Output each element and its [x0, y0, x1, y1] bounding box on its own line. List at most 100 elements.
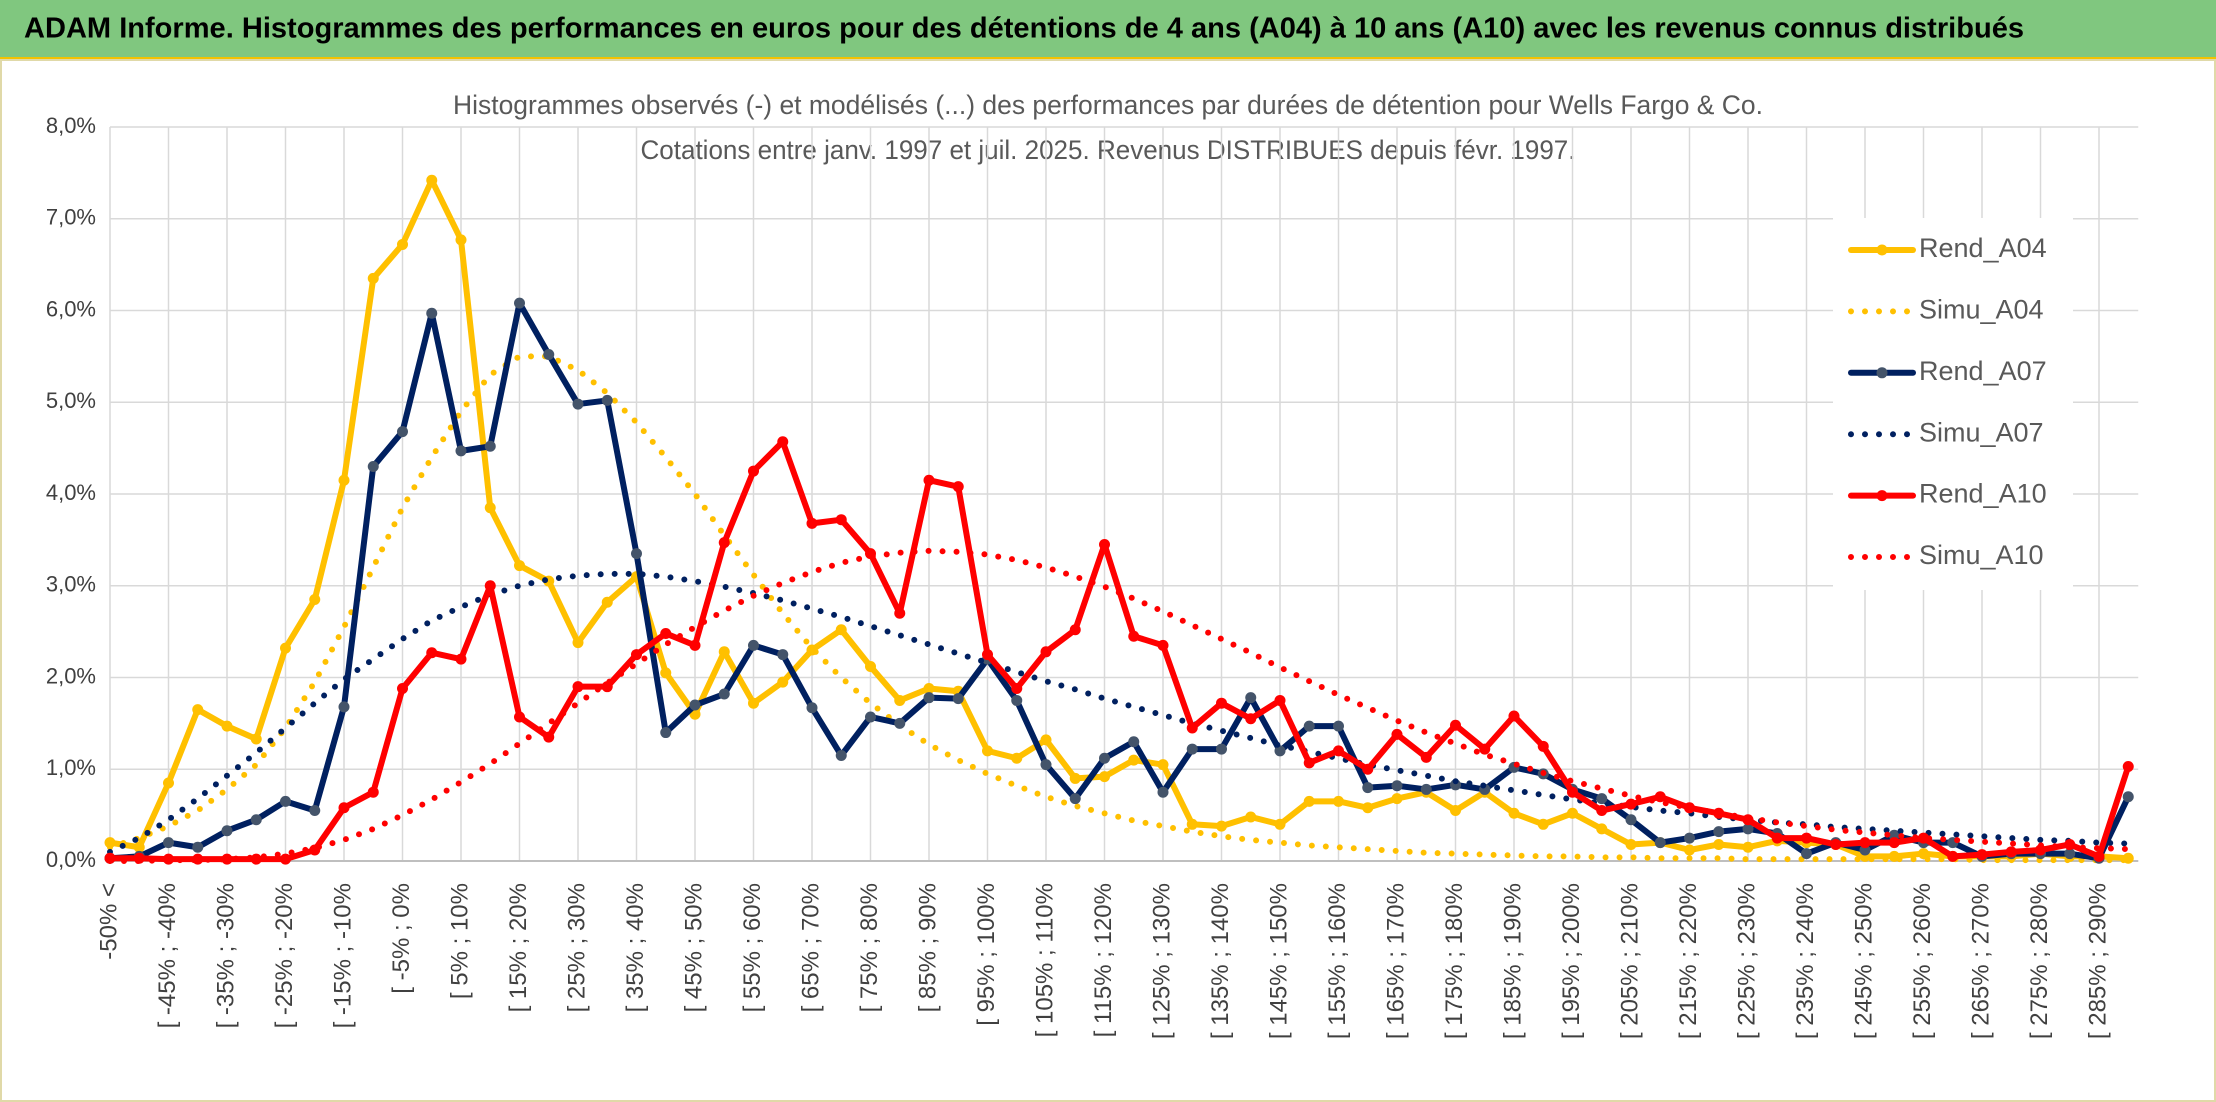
marker	[1362, 782, 1374, 794]
marker	[367, 786, 379, 798]
marker	[1362, 802, 1374, 814]
x-tick-label: -50% <	[95, 883, 122, 960]
marker	[426, 307, 438, 319]
marker	[1303, 757, 1315, 769]
marker	[1274, 818, 1286, 830]
marker	[1684, 832, 1695, 844]
line	[107, 300, 2132, 862]
marker	[1186, 743, 1198, 755]
x-tick-label: [ 235% ; 240%	[1792, 883, 1819, 1039]
marker	[1742, 823, 1754, 835]
marker	[514, 560, 525, 572]
marker	[1216, 743, 1227, 755]
marker	[1420, 751, 1432, 763]
marker	[1040, 759, 1052, 771]
marker	[1128, 754, 1140, 766]
legend-label: Simu_A10	[1919, 540, 2044, 570]
marker	[514, 297, 525, 309]
x-tick-label: [ 5% ; 10%	[446, 883, 473, 999]
marker	[601, 394, 613, 406]
marker	[1537, 818, 1549, 830]
header-bar	[0, 0, 2216, 58]
marker	[660, 667, 672, 679]
marker	[1947, 850, 1959, 862]
x-tick-label: [ 135% ; 140%	[1207, 883, 1234, 1039]
marker	[280, 853, 291, 865]
marker	[1069, 793, 1081, 805]
marker	[1391, 780, 1403, 792]
marker	[280, 642, 291, 654]
marker	[1596, 805, 1608, 817]
legend-label: Simu_A04	[1919, 295, 2044, 325]
marker	[748, 639, 759, 651]
marker	[631, 548, 642, 560]
legend-label: Rend_A10	[1919, 479, 2047, 509]
x-tick-label: [ -5% ; 0%	[388, 883, 415, 994]
x-tick-label: [ 125% ; 130%	[1148, 883, 1175, 1039]
marker	[1976, 849, 1988, 861]
marker	[1362, 763, 1374, 775]
marker	[1654, 837, 1666, 849]
marker	[1684, 844, 1695, 856]
marker	[1011, 683, 1023, 695]
marker	[923, 692, 935, 704]
x-tick-label: [ 215% ; 220%	[1675, 883, 1702, 1039]
marker	[1099, 538, 1110, 550]
legend-label: Simu_A07	[1919, 417, 2044, 447]
marker	[1567, 807, 1578, 819]
marker	[572, 681, 584, 693]
marker	[865, 711, 876, 723]
marker	[865, 660, 876, 672]
marker	[1333, 720, 1344, 732]
marker	[1011, 752, 1023, 764]
marker	[1216, 820, 1227, 832]
x-tick-label: [ 35% ; 40%	[622, 883, 649, 1012]
marker	[1567, 786, 1578, 798]
legend-label: Rend_A04	[1919, 233, 2047, 263]
marker	[631, 649, 642, 661]
marker	[250, 853, 262, 865]
y-tick-label: 3,0%	[46, 572, 96, 597]
marker	[1128, 630, 1140, 642]
x-tick-label: [ 155% ; 160%	[1324, 883, 1351, 1039]
marker	[2122, 760, 2134, 772]
marker	[1625, 798, 1637, 810]
x-tick-label: [ 255% ; 260%	[1909, 883, 1936, 1039]
marker	[748, 697, 759, 709]
marker	[1450, 719, 1461, 731]
x-tick-label: [ 165% ; 170%	[1382, 883, 1409, 1039]
marker	[397, 426, 408, 438]
marker	[543, 349, 555, 361]
legend-marker	[1876, 490, 1888, 502]
marker	[133, 841, 145, 853]
marker	[455, 445, 467, 457]
header-title: ADAM Informe. Histogrammes des performan…	[24, 13, 2024, 45]
marker	[338, 802, 350, 814]
x-tick-label: [ 25% ; 30%	[563, 883, 590, 1012]
marker	[309, 805, 321, 817]
marker	[250, 814, 262, 826]
marker	[397, 238, 408, 250]
x-tick-label: [ 205% ; 210%	[1616, 883, 1643, 1039]
marker	[455, 653, 467, 665]
marker	[952, 481, 964, 493]
marker	[894, 717, 906, 729]
marker	[1157, 639, 1169, 651]
marker	[1596, 823, 1608, 835]
marker	[1508, 710, 1520, 722]
marker	[689, 699, 701, 711]
marker	[1245, 811, 1257, 823]
marker	[397, 683, 408, 695]
marker	[1888, 837, 1900, 849]
marker	[338, 474, 350, 486]
dotted-line	[107, 353, 2132, 864]
x-tick-label: [ 15% ; 20%	[505, 883, 532, 1012]
marker	[1216, 697, 1227, 709]
marker	[1625, 814, 1637, 826]
marker	[2122, 791, 2134, 803]
marker	[952, 693, 964, 705]
marker	[1333, 795, 1344, 807]
x-tick-label: [ 105% ; 110%	[1031, 883, 1058, 1037]
marker	[689, 639, 701, 651]
marker	[1771, 832, 1783, 844]
